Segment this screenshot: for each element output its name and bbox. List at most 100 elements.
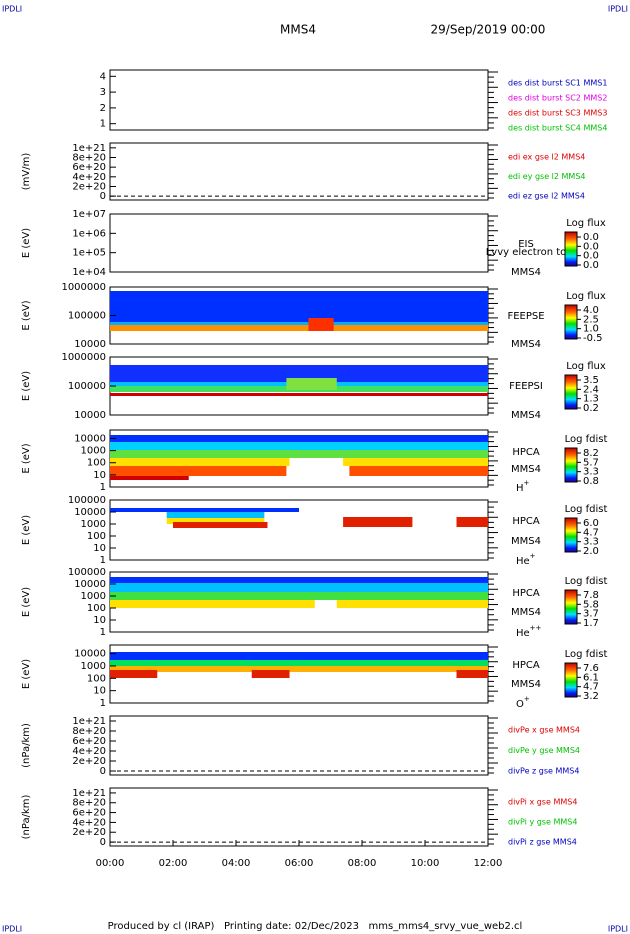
y-tick-label: 1000	[81, 591, 106, 602]
species-sup: +	[524, 695, 530, 703]
y-tick-label: 10000	[74, 579, 106, 590]
spectrogram-band	[110, 466, 287, 476]
y-axis-label: (nPa/km)	[21, 723, 32, 768]
y-tick-label: 8e+20	[72, 726, 106, 737]
y-tick-label: 100	[87, 673, 106, 684]
species-sup: +	[524, 479, 530, 487]
instrument-label: MMS4	[511, 339, 541, 350]
y-tick-label: 2e+20	[72, 827, 106, 838]
y-axis-label: E (eV)	[21, 371, 32, 401]
colorbar-tick-label: 3.7	[583, 609, 599, 620]
spectrogram-band	[456, 670, 488, 678]
spectrogram-band	[110, 508, 299, 512]
x-tick-label: 08:00	[348, 858, 377, 869]
y-tick-label: 1	[100, 482, 106, 493]
instrument-label: MMS4	[511, 536, 541, 547]
instrument-label: HPCA	[512, 516, 540, 527]
instrument-label: Lvvy electron to	[486, 247, 567, 258]
y-tick-label: 100000	[68, 495, 106, 506]
plot-frame	[109, 142, 489, 201]
spectrogram-band	[110, 325, 488, 331]
legend-entry: des dist burst SC1 MMS1	[508, 79, 607, 88]
spectrogram-band	[110, 365, 488, 382]
colorbar	[564, 447, 578, 483]
colorbar-tick-label: 1.0	[583, 324, 599, 335]
species-label: H+	[516, 479, 530, 494]
legend-entry: edi ez gse l2 MMS4	[508, 192, 585, 201]
y-tick-label: 4e+20	[72, 817, 106, 828]
spectrogram-band	[110, 291, 488, 322]
y-tick-label: 10	[93, 686, 106, 697]
y-tick-label: 1000000	[61, 282, 106, 293]
corner-label: IPDLI	[608, 925, 628, 934]
instrument-label: EIS	[518, 239, 534, 250]
y-tick-label: 1e+21	[72, 788, 106, 799]
spectrogram-band	[110, 592, 488, 600]
y-tick-label: 100000	[68, 567, 106, 578]
y-tick-label: 1000000	[61, 352, 106, 363]
colorbar-tick-label: -0.5	[583, 333, 603, 344]
colorbar-tick-label: 0.0	[583, 232, 599, 243]
y-tick-label: 10000	[74, 410, 106, 421]
colorbar-tick-label: 0.2	[583, 403, 599, 414]
y-tick-label: 4e+20	[72, 172, 106, 183]
legend-entry: edi ey gse l2 MMS4	[508, 172, 586, 181]
y-tick-label: 6e+20	[72, 808, 106, 819]
colorbar-tick-label: 5.7	[583, 457, 599, 468]
x-tick-label: 06:00	[285, 858, 314, 869]
legend-entry: divPi x gse MMS4	[508, 798, 577, 807]
legend-entry: divPi z gse MMS4	[508, 838, 577, 847]
colorbar-tick-label: 0.0	[583, 251, 599, 262]
colorbar-title: Log fdist	[565, 434, 608, 445]
colorbar	[564, 231, 578, 267]
spectrogram-band	[336, 600, 488, 608]
spectrogram-band	[166, 518, 265, 524]
y-tick-label: 1e+07	[72, 209, 106, 220]
y-axis-label: E (eV)	[21, 300, 32, 330]
y-tick-label: 1000	[81, 519, 106, 530]
instrument-label: HPCA	[512, 447, 540, 458]
colorbar-title: Log fdist	[565, 649, 608, 660]
y-axis-label: E (eV)	[21, 587, 32, 617]
instrument-label: HPCA	[512, 588, 540, 599]
y-tick-label: 100	[87, 531, 106, 542]
y-tick-label: 2e+20	[72, 756, 106, 767]
y-tick-label: 4e+20	[72, 746, 106, 757]
species-label: O+	[516, 695, 530, 710]
legend-entry: divPi y gse MMS4	[508, 818, 577, 827]
colorbar-tick-label: 1.7	[583, 618, 599, 629]
y-tick-label: 1e+06	[72, 228, 106, 239]
spectrogram-band	[110, 450, 488, 458]
instrument-label: MMS4	[511, 607, 541, 618]
x-tick-label: 10:00	[411, 858, 440, 869]
colorbar	[564, 517, 578, 553]
plot-frame	[109, 715, 489, 776]
spectrogram-band	[110, 476, 189, 480]
y-tick-label: 1	[100, 119, 106, 130]
species-label: He++	[516, 624, 542, 639]
legend-entry: divPe z gse MMS4	[508, 767, 579, 776]
colorbar-tick-label: 4.7	[583, 527, 599, 538]
spectrogram-band	[166, 512, 265, 518]
colorbar-tick-label: 4.0	[583, 305, 599, 316]
colorbar	[564, 304, 578, 340]
corner-label: IPDLI	[608, 5, 628, 14]
legend-entry: divPe y gse MMS4	[508, 746, 580, 755]
spectrogram-band	[343, 458, 488, 466]
y-tick-label: 8e+20	[72, 152, 106, 163]
y-tick-label: 4	[100, 71, 106, 82]
y-tick-label: 0	[100, 837, 106, 848]
y-tick-label: 1e+21	[72, 716, 106, 727]
spectrogram-band	[110, 660, 488, 666]
y-tick-label: 1	[100, 627, 106, 638]
species-sup: +	[530, 552, 536, 560]
instrument-label: MMS4	[511, 410, 541, 421]
spectrogram-band	[110, 652, 488, 660]
x-tick-label: 02:00	[159, 858, 188, 869]
colorbar-title: Log flux	[566, 218, 606, 229]
y-tick-label: 1000	[81, 661, 106, 672]
y-tick-label: 100	[87, 458, 106, 469]
y-axis-label: E (eV)	[21, 228, 32, 258]
y-axis-label: E (eV)	[21, 515, 32, 545]
y-axis-label: E (eV)	[21, 659, 32, 689]
